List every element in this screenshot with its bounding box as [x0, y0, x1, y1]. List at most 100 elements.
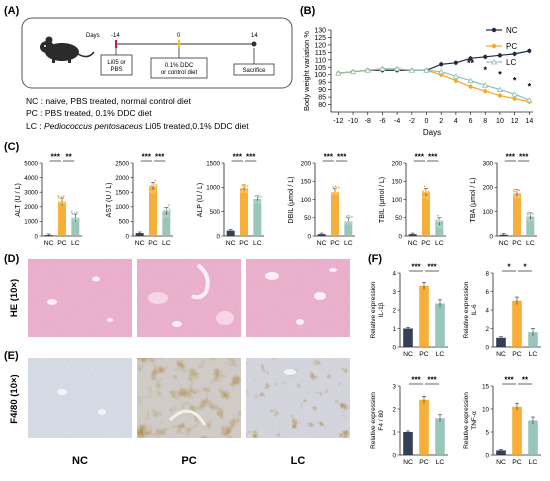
- panel-label-e: (E): [4, 350, 19, 362]
- x-tick-label-pc: PC: [148, 240, 158, 247]
- y-tick-label: 100: [392, 197, 403, 204]
- y-tick-label: 500: [119, 219, 130, 226]
- bar-nc: [403, 328, 413, 347]
- data-dot: [526, 213, 530, 216]
- data-dot: [152, 184, 155, 187]
- bar-chart-tbil-mol-l: 0 50 100 150 200 NC PC LC *** *** TBIL (μmol / L): [379, 153, 446, 247]
- y-tick-label: 95: [318, 80, 326, 87]
- y-tick-label: 0: [490, 233, 494, 240]
- bar-pc: [512, 300, 522, 347]
- data-point-lc: [393, 65, 401, 72]
- bar-lc: [528, 420, 538, 455]
- y-tick-label: 0: [393, 344, 397, 351]
- bar-pc: [419, 399, 429, 455]
- group-legend-pc: PC : PBS treated, 0.1% DDC diet: [26, 108, 152, 118]
- data-point-lc: [335, 70, 342, 76]
- data-dot: [421, 189, 425, 193]
- x-tick-label-pc: PC: [421, 240, 431, 247]
- data-dot: [150, 184, 153, 187]
- data-dot: [60, 195, 63, 199]
- bar-nc: [496, 337, 506, 347]
- data-point-nc: [439, 62, 444, 67]
- timeline-marker-end: [251, 41, 257, 47]
- data-dot: [517, 195, 520, 199]
- y-tick-label: 2000: [115, 175, 129, 182]
- y-axis-title-line-2: IL-1β: [378, 302, 385, 317]
- significance-label: ***: [415, 153, 425, 162]
- significance-label: ***: [142, 153, 152, 162]
- data-dot: [254, 194, 257, 198]
- data-dot: [153, 189, 156, 193]
- data-dot: [530, 218, 533, 222]
- x-tick-label-pc: PC: [419, 351, 429, 358]
- y-tick-label: 200: [301, 160, 312, 167]
- legend-marker-nc: [491, 27, 497, 33]
- series-line-lc: [338, 68, 530, 101]
- bar-chart-ast-u-l: 0 500 1000 1500 2000 2500 NC PC LC *** *** AST (U /…: [106, 153, 173, 247]
- data-dot: [532, 218, 536, 221]
- data-point-lc: [423, 67, 430, 73]
- data-dot: [253, 201, 256, 204]
- box-diet-line-2: or control diet: [161, 70, 198, 76]
- x-tick-label: 8: [483, 118, 487, 125]
- data-point-lc: [364, 67, 371, 73]
- y-axis-title-line-1: Relative expression: [463, 392, 470, 449]
- data-dot: [155, 185, 158, 188]
- data-dot: [241, 184, 244, 187]
- timeline-tick-mid: 0: [177, 33, 181, 39]
- data-dot: [164, 215, 167, 218]
- x-tick-label-nc: NC: [496, 459, 506, 466]
- x-tick-label-lc: LC: [71, 240, 80, 247]
- bar-chart-relative-expression-f4-80: 0 1 2 3 NC PC LC *** *** Relative expressionF4 / …: [370, 376, 448, 466]
- panel-label-b: (B): [300, 5, 316, 17]
- x-tick-label: 6: [469, 118, 473, 125]
- y-tick-label: 2: [486, 326, 490, 333]
- group-legend-lc-species: Pediococcus pentosaceus: [44, 121, 144, 131]
- x-tick-label-pc: PC: [57, 240, 67, 247]
- bar-chart-dbil-mol-l: 0 50 100 150 200 NC PC LC *** *** DBIL (μmol / L): [288, 153, 355, 247]
- col-label-nc: NC: [72, 455, 88, 467]
- y-tick-label: 4: [486, 307, 490, 314]
- y-tick-label: 110: [315, 57, 326, 64]
- x-tick-label-lc: LC: [435, 240, 444, 247]
- data-point-pc: [512, 96, 517, 101]
- box-diet-line-1: 0.1% DDC: [165, 63, 194, 69]
- significance-label: **: [66, 153, 73, 162]
- x-tick-label-nc: NC: [226, 240, 236, 247]
- y-tick-label: 105: [314, 65, 326, 72]
- significance-label: ***: [411, 376, 421, 385]
- data-dot: [435, 219, 438, 222]
- box-diet: [150, 57, 208, 79]
- y-tick-label: 100: [483, 209, 494, 216]
- y-tick-label: 100: [314, 72, 326, 79]
- significance-label: ***: [51, 153, 61, 162]
- data-dot: [165, 208, 169, 212]
- x-tick-label: -2: [409, 118, 415, 125]
- panel-a: (A) Days -14 0 14 Li05 or PBS 0.1% DDC o…: [4, 5, 293, 131]
- y-tick-label: 125: [314, 35, 326, 42]
- data-point-nc: [468, 56, 473, 61]
- x-tick-label: -6: [379, 118, 385, 125]
- data-dot: [424, 191, 428, 194]
- data-dot: [163, 209, 166, 212]
- data-point-lc: [526, 97, 533, 103]
- panel-label-d: (D): [4, 253, 20, 265]
- panel-label-c: (C): [4, 141, 20, 153]
- data-dot: [74, 217, 78, 221]
- significance-label: ***: [506, 153, 516, 162]
- data-dot: [61, 201, 64, 205]
- f480-image-lc: [246, 358, 350, 438]
- data-dot: [255, 200, 258, 204]
- data-dot: [428, 196, 431, 199]
- data-dot: [427, 190, 430, 193]
- data-dot: [441, 225, 445, 228]
- significance-label: ***: [411, 263, 421, 272]
- y-axis-title: Relative expressionIL-6: [463, 281, 478, 338]
- he-image-lc: [246, 259, 350, 337]
